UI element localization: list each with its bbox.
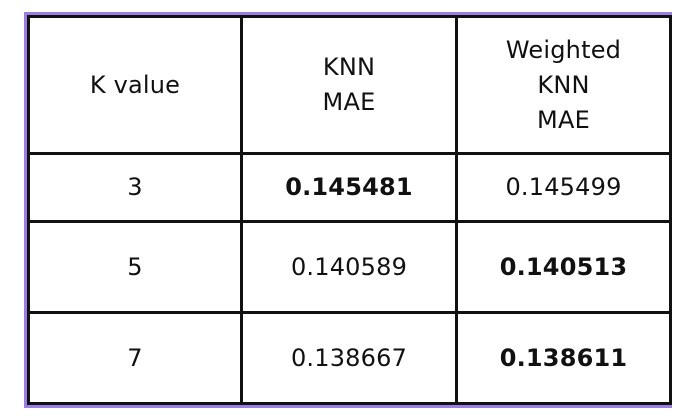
knn-mae-cell: 0.138667 [240,311,458,405]
table-row: 5 0.140589 0.140513 [27,220,672,315]
table-row: 7 0.138667 0.138611 [27,311,672,405]
k-value-cell: 7 [27,311,243,405]
weighted-knn-mae-cell: 0.140513 [455,220,672,315]
k-value-cell: 5 [27,220,243,315]
header-knn-mae: KNN MAE [240,14,458,156]
weighted-knn-mae-cell: 0.145499 [455,152,672,224]
header-row: K value KNN MAE Weighted KNN MAE [27,14,672,156]
header-k-value: K value [27,14,243,156]
table-row: 3 0.145481 0.145499 [27,152,672,224]
table-frame: K value KNN MAE Weighted KNN MAE 3 0.145… [24,12,672,408]
k-value-cell: 3 [27,152,243,224]
results-table: K value KNN MAE Weighted KNN MAE 3 0.145… [27,14,672,405]
weighted-knn-mae-cell: 0.138611 [455,311,672,405]
header-weighted-knn-mae: Weighted KNN MAE [455,14,672,156]
knn-mae-cell: 0.145481 [240,152,458,224]
knn-mae-cell: 0.140589 [240,220,458,315]
